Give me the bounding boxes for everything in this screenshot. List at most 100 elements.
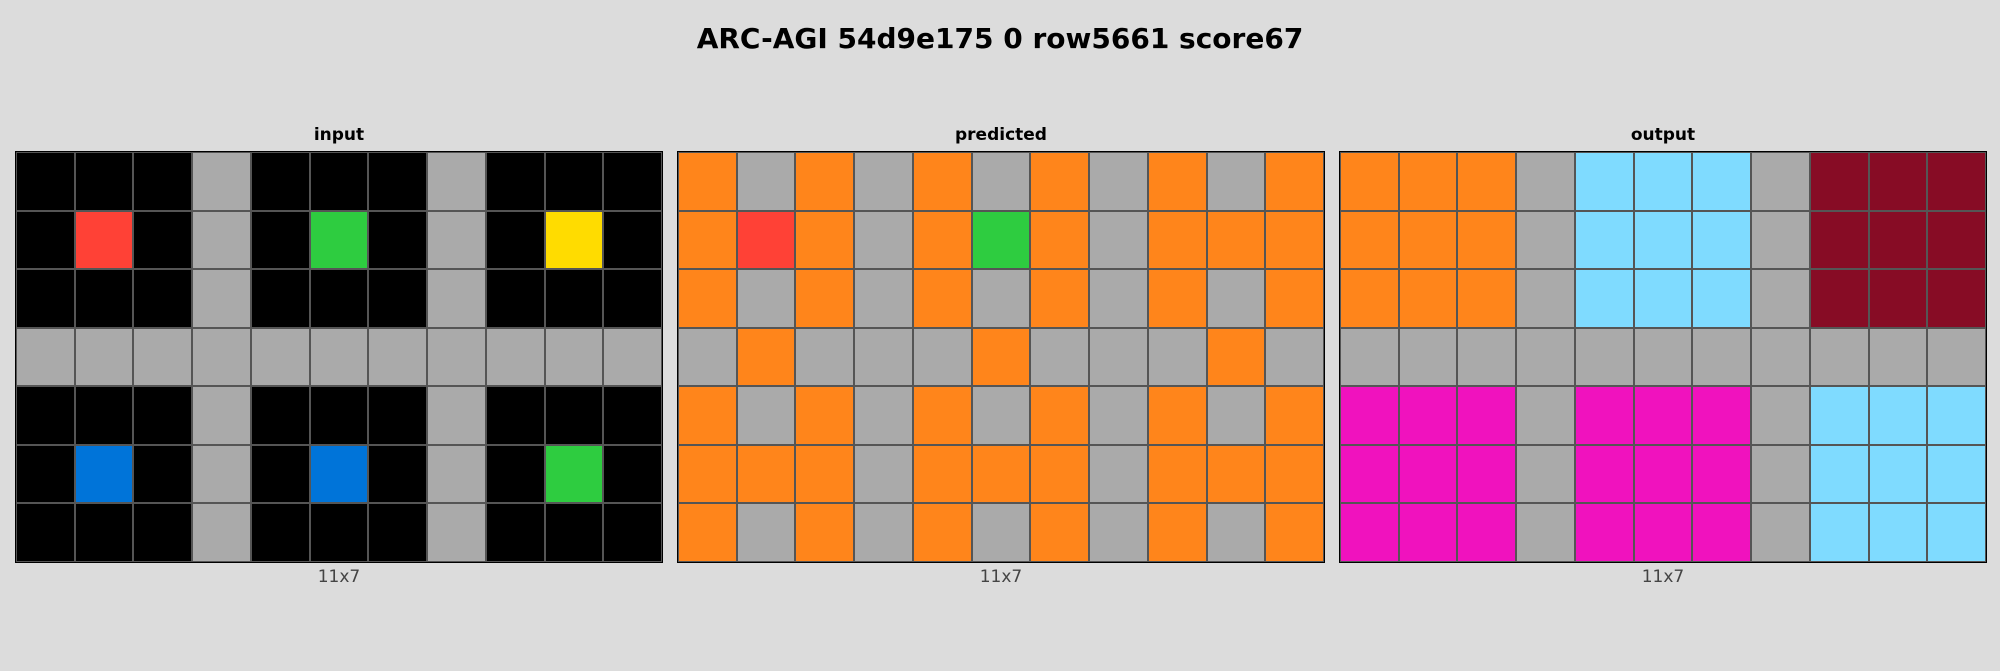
grid-cell bbox=[1089, 503, 1148, 562]
grid-cell bbox=[1516, 210, 1575, 270]
grid-cell bbox=[1265, 210, 1324, 270]
grid-cell bbox=[133, 327, 193, 387]
grid-cell bbox=[368, 444, 428, 504]
grid-cell bbox=[309, 269, 369, 328]
grid-cell bbox=[74, 327, 134, 387]
grid-cell bbox=[912, 503, 972, 562]
grid-cell bbox=[16, 327, 75, 387]
grid-cell bbox=[1516, 386, 1575, 445]
grid-cell bbox=[309, 152, 369, 211]
grid-cell bbox=[603, 386, 662, 445]
grid-cell bbox=[1692, 327, 1752, 387]
grid-cell bbox=[912, 327, 972, 387]
grid-cell bbox=[1633, 386, 1693, 445]
grid-cell bbox=[1927, 327, 1986, 387]
grid-cell bbox=[678, 444, 737, 504]
grid-cell bbox=[368, 386, 428, 445]
grid-cell bbox=[1206, 152, 1266, 211]
output-panel: output 11x7 bbox=[1339, 125, 1987, 587]
grid-cell bbox=[16, 210, 75, 270]
grid-cell bbox=[250, 327, 310, 387]
grid-cell bbox=[1927, 444, 1986, 504]
grid-cell bbox=[1809, 444, 1869, 504]
grid-cell bbox=[1574, 269, 1634, 328]
grid-cell bbox=[1089, 269, 1148, 328]
grid-cell bbox=[1868, 503, 1928, 562]
grid-cell bbox=[250, 503, 310, 562]
grid-cell bbox=[544, 386, 604, 445]
grid-cell bbox=[133, 386, 193, 445]
grid-cell bbox=[854, 444, 913, 504]
grid-cell bbox=[1265, 386, 1324, 445]
grid-cell bbox=[795, 327, 855, 387]
grid-cell bbox=[1868, 152, 1928, 211]
grid-cell bbox=[250, 386, 310, 445]
grid-cell bbox=[192, 386, 251, 445]
grid-cell bbox=[192, 327, 251, 387]
grid-cell bbox=[1927, 152, 1986, 211]
grid-cell bbox=[485, 386, 545, 445]
grid-cell bbox=[1751, 386, 1810, 445]
grid-cell bbox=[971, 152, 1031, 211]
grid-cell bbox=[736, 386, 796, 445]
grid-cell bbox=[16, 386, 75, 445]
grid-cell bbox=[427, 152, 486, 211]
page-title: ARC-AGI 54d9e175 0 row5661 score67 bbox=[696, 22, 1304, 55]
grid-cell bbox=[854, 503, 913, 562]
grid-cell bbox=[1398, 152, 1458, 211]
grid-cell bbox=[1089, 210, 1148, 270]
grid-cell bbox=[1206, 444, 1266, 504]
predicted-grid bbox=[677, 151, 1325, 563]
grid-cell bbox=[1574, 444, 1634, 504]
grid-cell bbox=[74, 210, 134, 270]
grid-cell bbox=[427, 386, 486, 445]
grid-cell bbox=[1457, 503, 1517, 562]
grid-cell bbox=[854, 210, 913, 270]
input-dims: 11x7 bbox=[317, 567, 361, 587]
grid-cell bbox=[1809, 152, 1869, 211]
grid-cell bbox=[1809, 210, 1869, 270]
grid-cell bbox=[795, 210, 855, 270]
grid-cell bbox=[1457, 386, 1517, 445]
grid-cell bbox=[1206, 210, 1266, 270]
grid-cell bbox=[854, 386, 913, 445]
grid-cell bbox=[16, 152, 75, 211]
grid-cell bbox=[1868, 386, 1928, 445]
output-dims: 11x7 bbox=[1641, 567, 1685, 587]
grid-cell bbox=[1692, 444, 1752, 504]
grid-cell bbox=[309, 444, 369, 504]
grid-cell bbox=[309, 503, 369, 562]
grid-cell bbox=[1340, 152, 1399, 211]
grid-cell bbox=[1147, 444, 1207, 504]
grid-cell bbox=[1574, 327, 1634, 387]
grid-cell bbox=[1030, 503, 1090, 562]
grid-cell bbox=[427, 327, 486, 387]
grid-cell bbox=[678, 386, 737, 445]
grid-cell bbox=[1089, 386, 1148, 445]
grid-cell bbox=[736, 444, 796, 504]
grid-cell bbox=[678, 152, 737, 211]
grid-cell bbox=[603, 327, 662, 387]
grid-cell bbox=[1751, 210, 1810, 270]
grid-cell bbox=[1574, 210, 1634, 270]
grid-cell bbox=[1927, 210, 1986, 270]
grid-cell bbox=[1574, 503, 1634, 562]
grid-cell bbox=[1633, 444, 1693, 504]
grid-cell bbox=[1398, 503, 1458, 562]
grid-cell bbox=[971, 503, 1031, 562]
grid-cell bbox=[971, 269, 1031, 328]
grid-cell bbox=[1633, 327, 1693, 387]
grid-cell bbox=[1398, 386, 1458, 445]
grid-cell bbox=[485, 152, 545, 211]
grid-cell bbox=[192, 444, 251, 504]
grid-cell bbox=[250, 210, 310, 270]
grid-cell bbox=[1398, 269, 1458, 328]
grid-cell bbox=[544, 152, 604, 211]
grid-cell bbox=[1147, 152, 1207, 211]
grid-cell bbox=[1340, 327, 1399, 387]
grid-cell bbox=[678, 503, 737, 562]
grid-cell bbox=[1751, 152, 1810, 211]
grid-cell bbox=[1809, 269, 1869, 328]
grid-cell bbox=[1030, 327, 1090, 387]
grid-cell bbox=[1265, 327, 1324, 387]
